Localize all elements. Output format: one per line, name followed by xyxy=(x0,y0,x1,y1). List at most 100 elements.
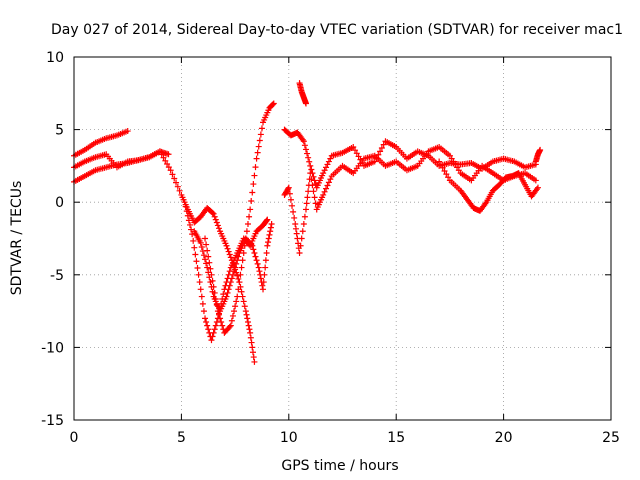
data-point xyxy=(193,258,200,265)
data-point xyxy=(169,171,176,178)
data-point xyxy=(204,264,211,271)
data-point xyxy=(212,216,219,223)
data-point xyxy=(305,154,312,161)
data-point xyxy=(307,162,314,169)
data-point xyxy=(304,150,311,157)
data-point xyxy=(235,286,242,293)
data-point xyxy=(217,315,224,322)
data-point xyxy=(188,226,195,233)
data-point xyxy=(208,337,215,344)
data-point xyxy=(156,148,163,155)
data-point xyxy=(226,282,233,289)
data-point xyxy=(233,298,240,305)
data-point xyxy=(250,349,256,356)
x-tick-label: 20 xyxy=(495,430,513,446)
data-point xyxy=(227,322,234,329)
data-point xyxy=(243,228,250,235)
data-point xyxy=(445,174,452,181)
data-point xyxy=(210,283,217,290)
data-point xyxy=(242,235,249,242)
data-point xyxy=(249,242,256,249)
data-point xyxy=(256,137,263,144)
data-point xyxy=(220,291,227,298)
data-point xyxy=(210,210,217,217)
data-point xyxy=(197,239,204,246)
data-point xyxy=(231,308,238,315)
data-point xyxy=(436,158,443,165)
data-point xyxy=(285,185,292,192)
data-point xyxy=(185,217,192,224)
data-point xyxy=(205,326,212,333)
data-point xyxy=(264,242,271,249)
data-point xyxy=(213,219,220,226)
data-point xyxy=(253,257,260,264)
data-point xyxy=(308,166,315,173)
data-point xyxy=(164,160,171,167)
data-point xyxy=(267,224,274,231)
data-point xyxy=(234,272,241,279)
data-point xyxy=(352,147,359,154)
data-point xyxy=(243,311,250,318)
data-point xyxy=(244,315,251,322)
data-point xyxy=(240,298,247,305)
data-point xyxy=(262,264,269,271)
data-point xyxy=(235,253,242,260)
data-point xyxy=(233,260,240,267)
data-point xyxy=(224,289,231,296)
data-point xyxy=(214,222,221,229)
plot-frame xyxy=(73,56,612,421)
data-point xyxy=(203,260,210,267)
data-point xyxy=(209,209,216,216)
data-point xyxy=(302,206,309,213)
data-point xyxy=(443,171,450,178)
data-point xyxy=(229,271,236,278)
y-tick-label: -15 xyxy=(41,413,64,429)
data-point xyxy=(196,279,203,286)
data-point xyxy=(441,167,448,174)
data-point xyxy=(165,164,172,171)
data-point xyxy=(228,275,235,282)
data-point xyxy=(215,311,222,318)
data-point xyxy=(255,264,262,271)
y-tick-label: 10 xyxy=(46,50,64,66)
data-point xyxy=(267,228,274,235)
data-point xyxy=(249,344,256,351)
y-axis-label: SDTVAR / TECUs xyxy=(9,181,25,296)
data-point xyxy=(229,312,236,319)
data-point xyxy=(192,251,199,258)
data-point xyxy=(323,185,330,192)
data-point xyxy=(226,251,233,258)
data-point xyxy=(173,179,180,186)
data-point xyxy=(236,279,243,286)
data-point xyxy=(231,268,238,275)
data-point xyxy=(270,100,277,107)
x-tick-label: 15 xyxy=(387,430,405,446)
data-point xyxy=(380,141,387,148)
data-point xyxy=(238,264,245,271)
data-point xyxy=(308,176,315,183)
data-point xyxy=(213,302,220,309)
data-point xyxy=(167,167,174,174)
data-point xyxy=(252,253,259,260)
data-point xyxy=(240,250,247,257)
data-point xyxy=(257,275,264,282)
data-point xyxy=(292,225,299,232)
data-point xyxy=(248,197,255,204)
x-tick-label: 10 xyxy=(280,430,298,446)
data-point xyxy=(211,326,218,333)
data-point xyxy=(299,228,306,235)
series-track-a xyxy=(71,128,131,159)
data-point xyxy=(350,144,357,151)
data-point xyxy=(371,158,378,165)
data-point xyxy=(225,286,232,293)
data-point xyxy=(264,216,271,223)
data-point xyxy=(190,237,197,244)
y-tick-label: 0 xyxy=(55,195,64,211)
data-point xyxy=(297,242,304,249)
data-point xyxy=(174,183,181,190)
series-track-c xyxy=(71,148,258,365)
data-point xyxy=(246,326,253,333)
data-point xyxy=(204,247,211,254)
data-point xyxy=(262,257,269,264)
y-tick-label: 5 xyxy=(55,123,64,139)
